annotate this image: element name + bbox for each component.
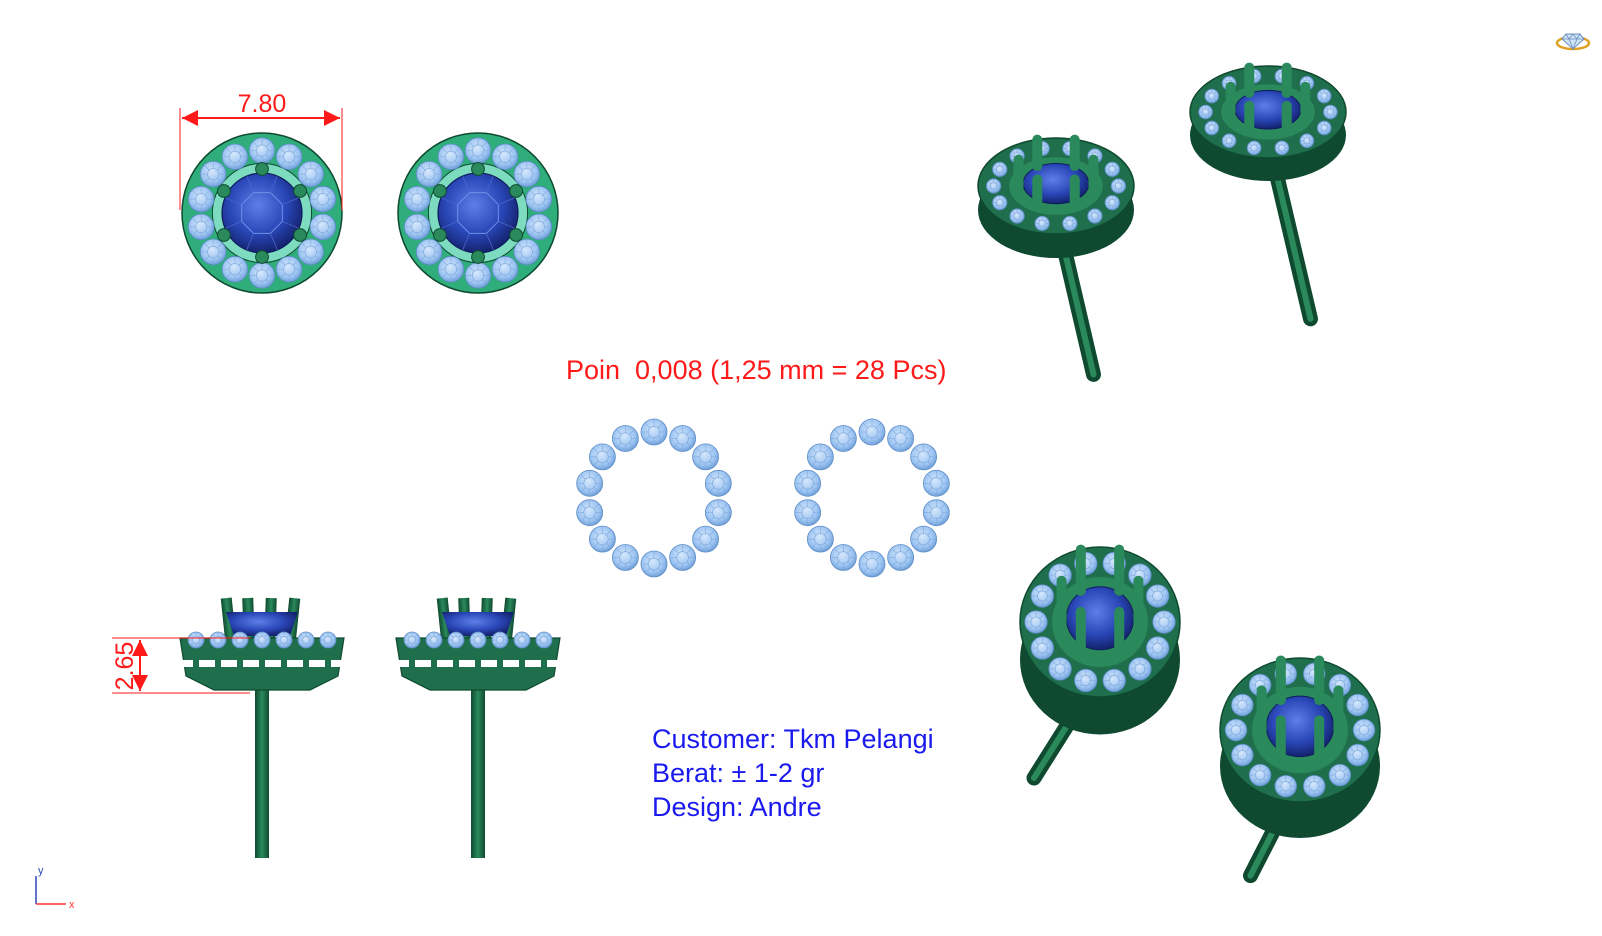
axis-y-label: y: [38, 865, 44, 877]
weight-text: Berat: ± 1-2 gr: [652, 758, 825, 788]
earring-perspective-views: [977, 62, 1381, 884]
earring-top-views: [181, 132, 559, 294]
designer-text: Design: Andre: [652, 792, 822, 822]
axis-indicator: y x: [35, 865, 75, 911]
earring-side-views: [179, 597, 561, 858]
diamond-halo-layouts: [576, 418, 950, 578]
height-dimension-label: 2.65: [111, 642, 139, 691]
design-info-block: Customer: Tkm Pelangi Berat: ± 1-2 gr De…: [652, 722, 934, 824]
height-dimension: 2.65: [111, 637, 250, 694]
customer-text: Customer: Tkm Pelangi: [652, 724, 934, 754]
poin-label: Poin 0,008 (1,25 mm = 28 Pcs): [566, 355, 947, 385]
axis-x-label: x: [69, 899, 75, 911]
diamond-ring-logo-icon: [1555, 33, 1591, 51]
width-dimension: 7.80: [179, 90, 343, 210]
width-dimension-label: 7.80: [238, 90, 287, 118]
